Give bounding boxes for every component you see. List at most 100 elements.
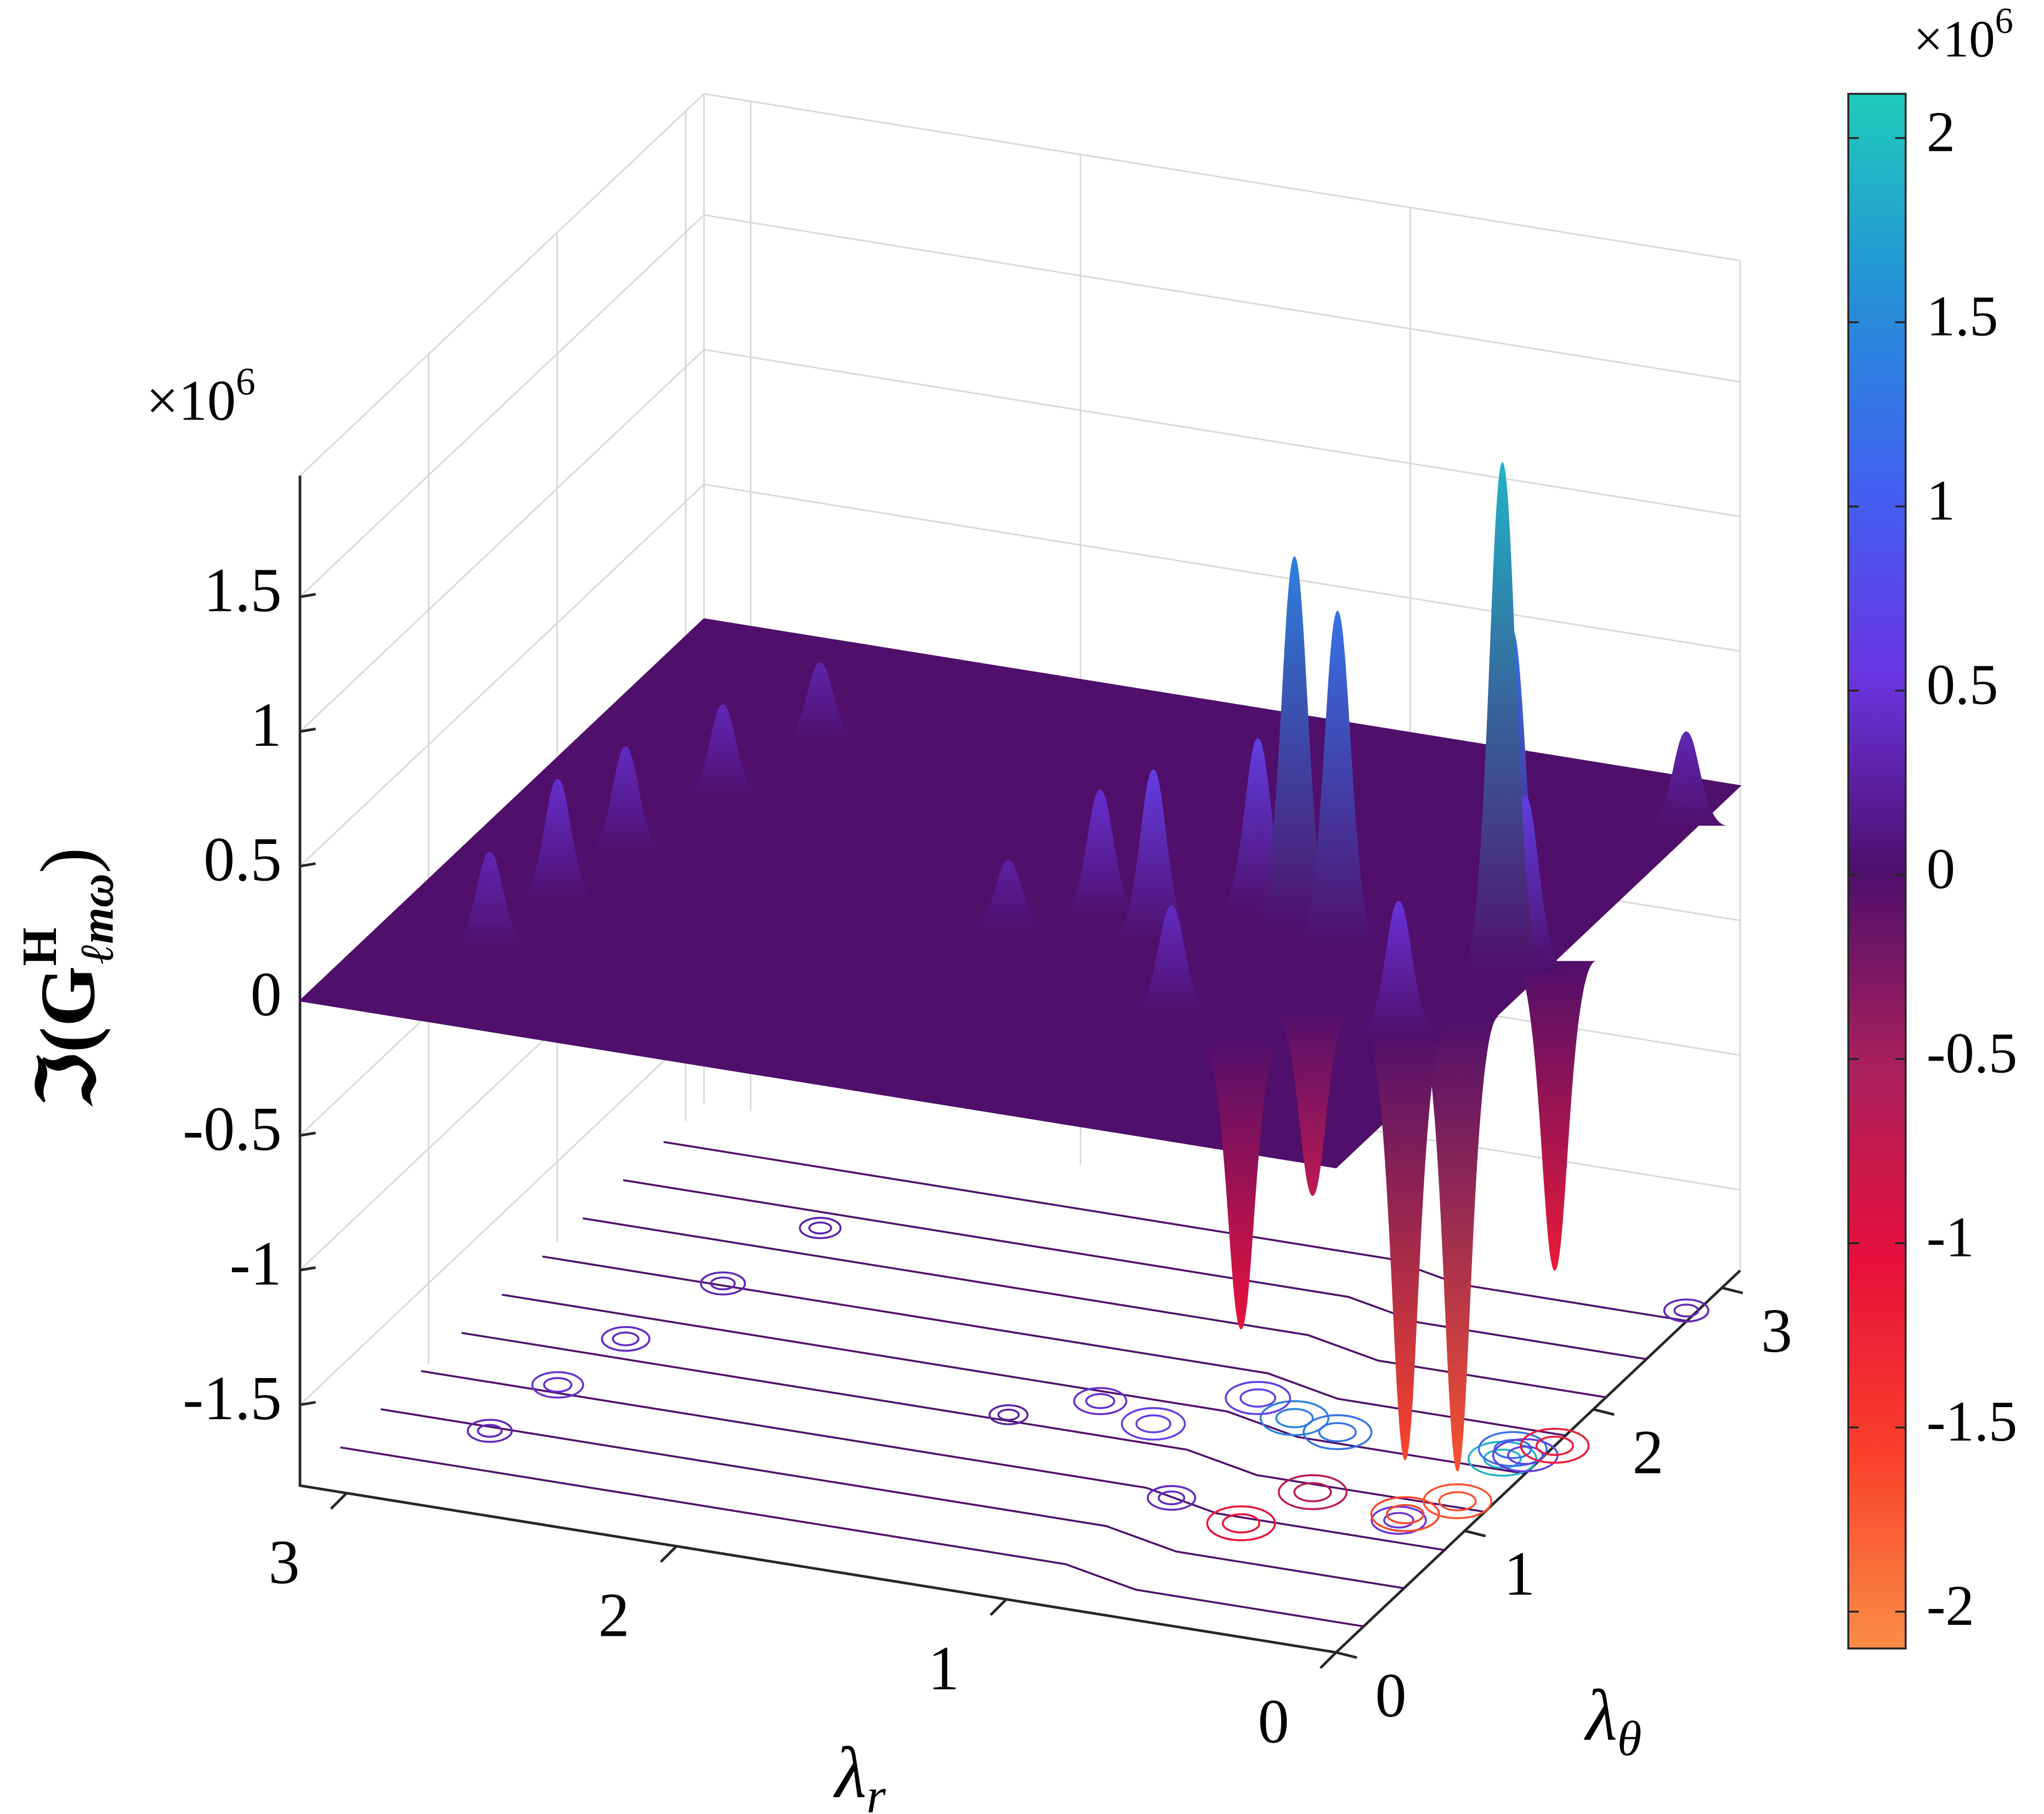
floor-contour: [1158, 1490, 1186, 1505]
floor-contour: [582, 1217, 1606, 1398]
floor-contour: [1422, 1483, 1493, 1520]
surface-peak: [1271, 1007, 1355, 1196]
surface-peak: [1295, 610, 1379, 948]
floor-contour: [1275, 1408, 1314, 1428]
surface-peak: [1111, 769, 1196, 939]
floor-contour: [1371, 1505, 1427, 1535]
z-tick-label: 1: [251, 690, 282, 759]
floor-contour: [1259, 1400, 1329, 1436]
floor-contour: [808, 1221, 833, 1235]
floor-contour: [1221, 1513, 1261, 1534]
colorbar-tick-label: 0: [1927, 837, 1955, 900]
floor-contour: [1318, 1422, 1357, 1443]
floor-contour: [467, 1419, 513, 1443]
wall-edge: [299, 93, 1741, 477]
floor-contour: [799, 1217, 842, 1239]
y-tick-label: 3: [1761, 1296, 1792, 1365]
z-tick-label: 1.5: [203, 555, 282, 625]
floor-contour: [1370, 1496, 1440, 1532]
floor-contour: [1383, 1512, 1414, 1529]
tick-mark: [299, 1131, 316, 1137]
floor-contour: [1120, 1407, 1186, 1441]
colorbar-tick-label: -1: [1927, 1205, 1974, 1269]
surface-peak: [1513, 961, 1596, 1271]
grid-line: [299, 483, 1741, 867]
surface-peak: [1253, 556, 1337, 934]
floor-contour: [421, 1370, 1445, 1551]
floor-contour: [988, 1404, 1029, 1426]
surface-peak: [584, 746, 667, 854]
z-exponent: ×106: [146, 360, 256, 433]
z-label-part: G: [24, 966, 111, 1027]
colorbar-tick-label: -0.5: [1927, 1021, 2018, 1085]
floor-contour: [1303, 1414, 1373, 1450]
z-label-sup: H: [12, 927, 67, 966]
surface-peak: [1058, 790, 1142, 916]
floor-contour: [700, 1271, 746, 1296]
x-axis-label-main: λ: [833, 1732, 867, 1813]
floor-contour: [1239, 1388, 1277, 1408]
floor-contour: [461, 1331, 1485, 1513]
tick-mark: [299, 727, 316, 733]
surface-peak: [1130, 905, 1214, 1013]
tick-mark: [299, 1401, 316, 1407]
colorbar-tick-label: 1: [1927, 469, 1955, 532]
z-tick-label: 0: [251, 959, 282, 1029]
floor-contour: [1293, 1482, 1332, 1503]
grid-line: [299, 214, 1741, 598]
surface-peak: [1460, 462, 1544, 974]
floor-contour: [1225, 1381, 1292, 1415]
floor-contour: [502, 1294, 1526, 1475]
floor-contour: [531, 1371, 585, 1399]
z-tick-label: -1.5: [183, 1363, 282, 1433]
floor-contour: [601, 1326, 650, 1352]
tick-mark: [1593, 1408, 1615, 1416]
z-label-part: ℑ(: [24, 1027, 111, 1107]
colorbar-exponent: ×106: [1913, 1, 2013, 67]
tick-mark: [989, 1598, 1007, 1616]
tick-mark: [1722, 1286, 1743, 1295]
tick-mark: [299, 862, 316, 868]
colorbar-tick-label: -1.5: [1927, 1390, 2018, 1453]
colorbar-tick-label: 0.5: [1927, 653, 1998, 716]
floor-contour: [1206, 1505, 1276, 1541]
floor-contour: [1386, 1504, 1425, 1524]
tick-mark: [330, 1492, 348, 1510]
surface-peak: [516, 779, 599, 900]
y-axis-label: λθ: [1583, 1674, 1641, 1766]
floor-contour: [710, 1276, 736, 1291]
floor-contour: [1477, 1431, 1548, 1467]
floor-contour: [1507, 1445, 1544, 1465]
surface-peak: [448, 852, 532, 946]
z-label-part: ): [24, 847, 111, 873]
floor-contour: [1520, 1427, 1590, 1464]
exponent-base: ×10: [1913, 10, 1995, 68]
floor-contour: [1073, 1387, 1128, 1415]
floor-contour: [997, 1408, 1020, 1421]
grid-line: [299, 349, 1741, 733]
z-tick-label: -0.5: [183, 1094, 282, 1164]
tick-mark: [1335, 1651, 1357, 1659]
floor-contour: [1147, 1485, 1197, 1511]
floor-contour: [623, 1179, 1647, 1360]
z-label-sub: ℓmω: [71, 874, 123, 964]
surface-peak: [681, 704, 765, 799]
floor-contour: [381, 1408, 1405, 1589]
y-axis-label-main: λ: [1583, 1674, 1617, 1755]
exponent-base: ×10: [146, 369, 236, 432]
floor-contour: [1673, 1303, 1700, 1318]
exponent-power: 6: [1995, 1, 2013, 41]
x-tick-label: 0: [1258, 1686, 1289, 1756]
x-axis-label-sub: r: [867, 1768, 886, 1814]
z-tick-label: -1: [230, 1228, 282, 1298]
floor-contour: [1535, 1436, 1574, 1456]
x-tick-label: 1: [928, 1634, 959, 1703]
surface-peak: [1415, 1016, 1499, 1472]
floor-contour: [1085, 1393, 1116, 1409]
tick-mark: [299, 593, 316, 598]
x-axis-label: λr: [833, 1732, 886, 1814]
colorbar-tick-label: 2: [1927, 100, 1955, 164]
exponent-power: 6: [236, 360, 256, 404]
floor-contour: [1663, 1298, 1709, 1323]
